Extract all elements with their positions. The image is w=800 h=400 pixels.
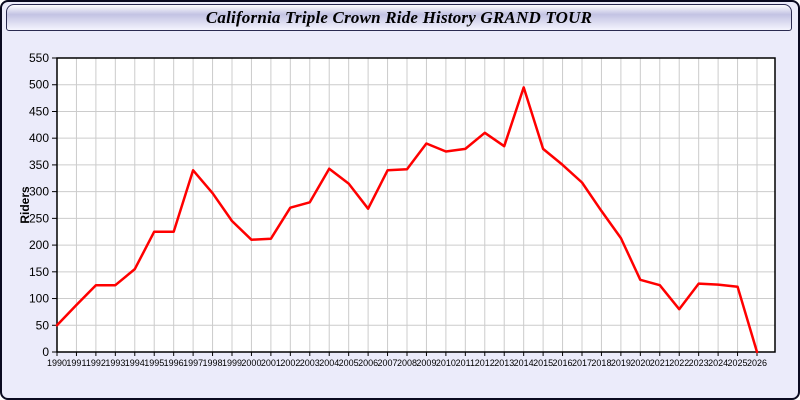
x-tick-label: 1999 bbox=[222, 358, 242, 368]
x-tick-label: 2012 bbox=[475, 358, 495, 368]
x-tick-label: 2008 bbox=[397, 358, 417, 368]
y-tick-label: 300 bbox=[29, 185, 49, 199]
plot-area bbox=[57, 58, 775, 352]
x-tick-label: 2015 bbox=[533, 358, 553, 368]
x-tick-label: 2017 bbox=[572, 358, 592, 368]
y-tick-label: 100 bbox=[29, 292, 49, 306]
x-tick-label: 1996 bbox=[164, 358, 184, 368]
chart-title: California Triple Crown Ride History GRA… bbox=[205, 7, 593, 27]
x-tick-label: 1998 bbox=[203, 358, 223, 368]
y-axis-title: Riders bbox=[18, 186, 32, 224]
x-tick-label: 1992 bbox=[86, 358, 106, 368]
x-tick-label: 2003 bbox=[300, 358, 320, 368]
x-tick-label: 2014 bbox=[514, 358, 534, 368]
y-tick-label: 350 bbox=[29, 158, 49, 172]
x-tick-label: 1997 bbox=[183, 358, 203, 368]
y-tick-label: 0 bbox=[42, 345, 49, 359]
x-tick-label: 1991 bbox=[66, 358, 86, 368]
y-tick-label: 450 bbox=[29, 104, 49, 118]
x-tick-label: 2001 bbox=[261, 358, 281, 368]
x-tick-label: 2023 bbox=[689, 358, 709, 368]
x-tick-label: 2006 bbox=[358, 358, 378, 368]
y-tick-label: 50 bbox=[36, 318, 50, 332]
x-tick-label: 2002 bbox=[280, 358, 300, 368]
x-tick-label: 2000 bbox=[241, 358, 261, 368]
x-tick-label: 2024 bbox=[708, 358, 728, 368]
x-tick-label: 2005 bbox=[339, 358, 359, 368]
x-tick-label: 1993 bbox=[105, 358, 125, 368]
x-tick-label: 1994 bbox=[125, 358, 145, 368]
riders-series-line bbox=[55, 86, 759, 354]
plot-border bbox=[56, 57, 776, 353]
x-tick-label: 2018 bbox=[591, 358, 611, 368]
y-tick-label: 200 bbox=[29, 238, 49, 252]
x-tick-label: 1995 bbox=[144, 358, 164, 368]
x-tick-label: 2020 bbox=[630, 358, 650, 368]
x-tick-label: 2026 bbox=[747, 358, 767, 368]
x-tick-label: 2016 bbox=[553, 358, 573, 368]
y-tick-label: 500 bbox=[29, 78, 49, 92]
x-tick-label: 2007 bbox=[378, 358, 398, 368]
y-tick-label: 550 bbox=[29, 51, 49, 65]
x-tick-label: 1990 bbox=[47, 358, 67, 368]
x-tick-label: 2021 bbox=[650, 358, 670, 368]
y-tick-label: 150 bbox=[29, 265, 49, 279]
x-tick-label: 2004 bbox=[319, 358, 339, 368]
x-tick-label: 2011 bbox=[456, 358, 475, 368]
x-tick-label: 2022 bbox=[669, 358, 689, 368]
x-tick-label: 2010 bbox=[436, 358, 456, 368]
y-tick-label: 400 bbox=[29, 131, 49, 145]
y-tick-label: 250 bbox=[29, 211, 49, 225]
x-tick-label: 2013 bbox=[494, 358, 514, 368]
x-tick-label: 2019 bbox=[611, 358, 631, 368]
x-tick-label: 2009 bbox=[416, 358, 436, 368]
title-bar: California Triple Crown Ride History GRA… bbox=[6, 4, 792, 31]
x-tick-label: 2025 bbox=[728, 358, 748, 368]
